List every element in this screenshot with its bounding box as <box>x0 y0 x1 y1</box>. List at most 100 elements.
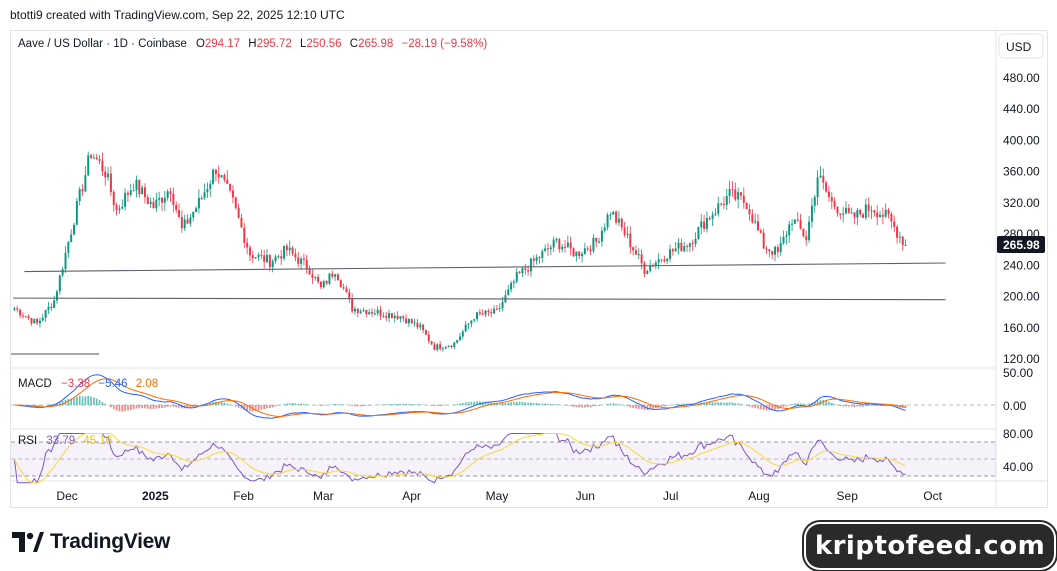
candle-body <box>317 276 320 282</box>
candle-body <box>561 246 564 250</box>
macd-value-3: 2.08 <box>136 378 158 390</box>
tradingview-logo-icon <box>12 532 44 552</box>
candle-body <box>498 307 501 309</box>
currency-selector[interactable]: USD <box>998 33 1044 59</box>
candle-body <box>126 192 129 195</box>
candle-body <box>257 254 260 258</box>
candle-body <box>569 242 572 249</box>
candle-body <box>799 220 802 229</box>
candle-body <box>796 219 799 221</box>
candle-body <box>356 308 359 313</box>
candle-body <box>768 249 771 252</box>
candle-body <box>33 318 36 324</box>
main-legend: Aave / US Dollar · 1D · Coinbase O294.17… <box>18 38 487 50</box>
candle-body <box>524 268 527 270</box>
time-axis: Dec 2025 Feb Mar Apr May Jun Jul Aug Sep Oct <box>56 489 942 503</box>
candle-body <box>441 348 444 350</box>
macd-signal-line <box>14 378 906 417</box>
candle-body <box>686 246 689 248</box>
candle-body <box>754 221 757 223</box>
candle-body <box>901 236 904 245</box>
candle-body <box>16 308 19 310</box>
candle-body <box>484 310 487 315</box>
candle-body <box>319 281 322 288</box>
candle-body <box>70 234 73 243</box>
candle-body <box>368 312 371 315</box>
candle-body <box>722 203 725 206</box>
candle-body <box>844 207 847 214</box>
rsi-value-1: 33.79 <box>46 435 75 447</box>
time-label-feb: Feb <box>233 489 254 503</box>
candle-body <box>277 256 280 258</box>
candle-body <box>78 189 81 201</box>
candle-body <box>251 255 254 259</box>
candle-body <box>546 248 549 250</box>
candle-body <box>353 308 356 312</box>
candle-body <box>864 204 867 218</box>
rsi-tick-80: 80.00 <box>1003 427 1033 441</box>
candle-body <box>246 242 249 248</box>
candle-body <box>450 345 453 348</box>
candle-body <box>308 269 311 275</box>
candle-body <box>393 315 396 319</box>
candle-body <box>896 226 899 238</box>
candle-body <box>759 230 762 233</box>
chart-frame[interactable]: USD 480.00 440.00 400.00 360.00 320.00 280.00… <box>10 30 1048 508</box>
candle-body <box>402 316 405 319</box>
candle-body <box>725 196 728 206</box>
candle-body <box>50 306 53 309</box>
tradingview-logo[interactable]: TradingView <box>12 530 170 554</box>
candle-body <box>495 308 498 310</box>
rsi-tick-40: 40.00 <box>1003 460 1033 474</box>
candle-body <box>98 159 101 161</box>
candle-body <box>751 214 754 223</box>
candle-body <box>873 210 876 213</box>
svg-text:RSI 33.79 45.1: RSI 33.79 45.16 <box>18 435 112 447</box>
candle-body <box>473 319 476 321</box>
candle-body <box>881 214 884 217</box>
time-label-dec: Dec <box>56 489 77 503</box>
candle-body <box>572 248 575 257</box>
candle-body <box>481 313 484 315</box>
candle-body <box>115 204 118 211</box>
candle-body <box>583 248 586 254</box>
candle-body <box>518 271 521 273</box>
candle-body <box>331 273 334 277</box>
candle-body <box>371 312 374 314</box>
candle-body <box>598 241 601 243</box>
candle-body <box>774 247 777 255</box>
candle-body <box>541 251 544 258</box>
candle-body <box>334 274 337 277</box>
rsi-line <box>13 433 906 484</box>
candle-body <box>359 311 362 313</box>
candle-body <box>203 192 206 198</box>
candle-body <box>206 189 209 193</box>
candle-body <box>884 209 887 217</box>
candle-body <box>813 197 816 206</box>
candle-body <box>748 209 751 215</box>
time-label-may: May <box>486 489 509 503</box>
candle-body <box>90 155 93 158</box>
candle-body <box>453 342 456 348</box>
candle-body <box>118 208 121 211</box>
candle-body <box>717 203 720 214</box>
candle-body <box>714 213 717 215</box>
candle-body <box>362 310 365 312</box>
candle-body <box>124 192 127 207</box>
candle-body <box>691 243 694 245</box>
candle-body <box>92 157 95 159</box>
candle-body <box>785 235 788 237</box>
candle-body <box>53 300 56 309</box>
candle-body <box>433 344 436 350</box>
candle-body <box>268 255 271 268</box>
candle-body <box>816 177 819 198</box>
candle-body <box>532 258 535 261</box>
candle-body <box>739 192 742 196</box>
candle-body <box>856 209 859 218</box>
time-label-aug: Aug <box>748 489 769 503</box>
candle-body <box>413 322 416 324</box>
price-chart[interactable]: USD 480.00440.00400.00360.00320.00280.00… <box>11 31 1047 507</box>
candle-body <box>589 249 592 252</box>
price-tick-8: 160.00 <box>1003 321 1040 335</box>
candle-body <box>73 224 76 235</box>
